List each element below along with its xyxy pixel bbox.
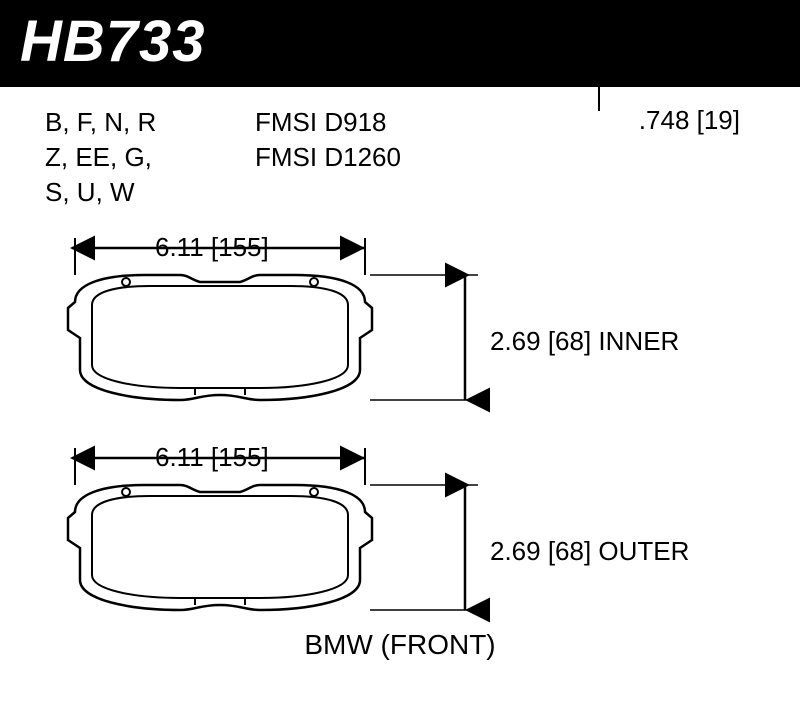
height-label-outer: 2.69 [68] OUTER [490,536,689,567]
fmsi-codes: FMSI D918 FMSI D1260 [255,105,515,210]
thickness-value: .748 [19] [639,105,740,135]
height-label-inner: 2.69 [68] INNER [490,326,679,357]
pad-outer [68,485,372,610]
part-number: HB733 [20,8,780,75]
fmsi-line: FMSI D1260 [255,140,515,175]
pad-inner [68,275,372,400]
thickness-block: .748 [19] [515,105,780,210]
codes-line: S, U, W [45,175,255,210]
width-label-top: 6.11 [155] [155,232,269,263]
diagram-svg [0,230,800,670]
codes-line: B, F, N, R [45,105,255,140]
compound-codes: B, F, N, R Z, EE, G, S, U, W [45,105,255,210]
width-label-bottom: 6.11 [155] [155,442,269,473]
fmsi-line: FMSI D918 [255,105,515,140]
thickness-tick [598,87,600,111]
codes-line: Z, EE, G, [45,140,255,175]
header-bar: HB733 [0,0,800,87]
footer-label: BMW (FRONT) [0,629,800,661]
info-row: B, F, N, R Z, EE, G, S, U, W FMSI D918 F… [0,87,800,220]
